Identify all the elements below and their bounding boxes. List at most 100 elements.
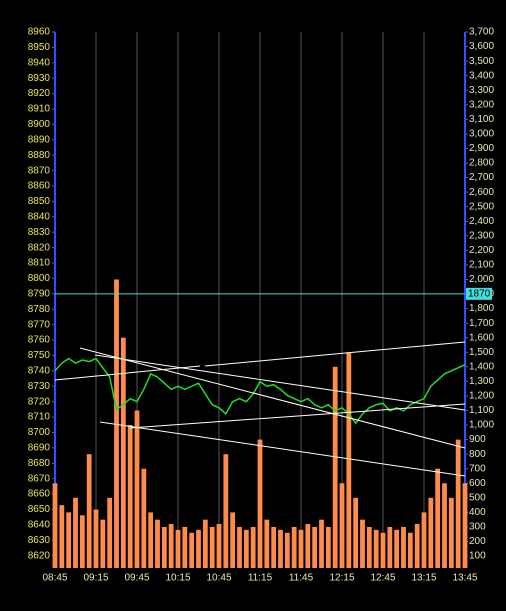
trend-lines bbox=[54, 341, 466, 477]
volume-bar bbox=[332, 366, 338, 568]
y-tick-label: 8950 bbox=[28, 42, 51, 53]
volume-bar bbox=[346, 352, 352, 568]
volume-bar bbox=[127, 425, 133, 568]
volume-bar bbox=[134, 410, 140, 568]
volume-bar bbox=[319, 519, 324, 568]
y-tick-label: 8920 bbox=[28, 88, 51, 99]
reference-label-bg bbox=[466, 287, 492, 300]
price-line bbox=[54, 357, 466, 425]
volume-bar bbox=[148, 512, 154, 568]
y2-tick-label: 1,100 bbox=[469, 405, 494, 416]
volume-bar bbox=[305, 524, 311, 568]
x-tick-label: 13:15 bbox=[411, 573, 436, 584]
volume-bar bbox=[284, 532, 290, 568]
volume-bar bbox=[168, 524, 174, 568]
y2-tick-label: 3,300 bbox=[469, 85, 494, 96]
y-tick-label: 8780 bbox=[28, 304, 51, 315]
y-tick-label: 8790 bbox=[28, 288, 51, 299]
y2-tick-label: 1,500 bbox=[469, 347, 494, 358]
y2-tick-label: 3,100 bbox=[469, 114, 494, 125]
volume-bar bbox=[189, 532, 195, 568]
volume-bar bbox=[414, 524, 420, 568]
volume-bar bbox=[264, 519, 270, 568]
volume-bar bbox=[216, 524, 222, 568]
x-tick-label: 11:45 bbox=[289, 573, 314, 584]
y2-tick-label: 1,700 bbox=[469, 318, 494, 329]
y2-tick-label: 800 bbox=[469, 449, 486, 460]
y-tick-label: 8850 bbox=[28, 196, 51, 207]
volume-bar bbox=[237, 526, 242, 568]
volume-bar bbox=[175, 529, 181, 568]
volume-bar bbox=[79, 515, 85, 568]
trend-line bbox=[79, 347, 466, 449]
y2-tick-label: 3,400 bbox=[469, 70, 494, 81]
volume-bar bbox=[312, 526, 318, 568]
volume-bar bbox=[66, 512, 72, 568]
volume-bar bbox=[209, 526, 215, 568]
volume-bar bbox=[141, 468, 147, 568]
x-tick-label: 09:45 bbox=[124, 573, 149, 584]
volume-bar bbox=[401, 526, 406, 568]
volume-bar bbox=[250, 526, 256, 568]
volume-bar bbox=[325, 526, 331, 568]
volume-bar bbox=[353, 497, 359, 568]
volume-bar bbox=[291, 526, 297, 568]
y-tick-label: 8670 bbox=[28, 473, 51, 484]
y-tick-label: 8820 bbox=[28, 242, 51, 253]
volume-bar bbox=[380, 532, 386, 568]
y-tick-label: 8760 bbox=[28, 335, 51, 346]
y2-tick-label: 3,700 bbox=[469, 27, 494, 38]
volume-bar bbox=[448, 497, 454, 568]
y2-tick-label: 300 bbox=[469, 522, 486, 533]
y2-tick-label: 3,000 bbox=[469, 129, 494, 140]
volume-bar bbox=[339, 483, 345, 568]
x-tick-label: 08:45 bbox=[42, 573, 67, 584]
y-tick-label: 8800 bbox=[28, 273, 51, 284]
volume-bar bbox=[455, 439, 461, 568]
trend-line bbox=[94, 354, 466, 411]
y-tick-label: 8690 bbox=[28, 443, 51, 454]
y-tick-label: 8940 bbox=[28, 57, 51, 68]
y2-tick-label: 2,300 bbox=[469, 230, 494, 241]
y2-tick-label: 600 bbox=[469, 478, 486, 489]
volume-bar bbox=[428, 497, 434, 568]
volume-bar bbox=[271, 526, 277, 568]
volume-bar bbox=[387, 526, 393, 568]
volume-bar bbox=[59, 505, 65, 568]
y-tick-label: 8660 bbox=[28, 489, 51, 500]
y2-tick-label: 900 bbox=[469, 434, 486, 445]
y-tick-label: 8960 bbox=[28, 27, 51, 38]
trend-line bbox=[129, 403, 466, 429]
y2-tick-label: 3,200 bbox=[469, 99, 494, 110]
x-tick-label: 10:45 bbox=[206, 573, 231, 584]
y-tick-label: 8750 bbox=[28, 350, 51, 361]
y-tick-label: 8900 bbox=[28, 119, 51, 130]
y2-tick-label: 2,500 bbox=[469, 201, 494, 212]
volume-bar bbox=[100, 519, 106, 568]
volume-bar bbox=[107, 497, 113, 568]
y2-tick-label: 2,400 bbox=[469, 216, 494, 227]
volume-bar bbox=[257, 439, 263, 568]
volume-bar bbox=[421, 512, 427, 568]
y2-tick-label: 700 bbox=[469, 463, 486, 474]
x-tick-label: 13:45 bbox=[452, 573, 477, 584]
volume-bar bbox=[196, 529, 201, 568]
y-tick-label: 8630 bbox=[28, 535, 51, 546]
volume-bar bbox=[93, 509, 99, 568]
y-tick-label: 8870 bbox=[28, 165, 51, 176]
trend-line bbox=[54, 365, 201, 381]
y-tick-label: 8880 bbox=[28, 150, 51, 161]
volume-bar bbox=[161, 526, 167, 568]
y-tick-label: 8640 bbox=[28, 520, 51, 531]
y2-tick-label: 200 bbox=[469, 536, 486, 547]
y-tick-label: 8930 bbox=[28, 73, 51, 84]
volume-bar bbox=[243, 529, 249, 568]
volume-bar bbox=[202, 519, 208, 568]
y-tick-label: 8710 bbox=[28, 412, 51, 423]
trend-line bbox=[204, 341, 466, 367]
y2-tick-label: 1,000 bbox=[469, 420, 494, 431]
y-tick-label: 8720 bbox=[28, 396, 51, 407]
x-tick-label: 09:15 bbox=[83, 573, 108, 584]
